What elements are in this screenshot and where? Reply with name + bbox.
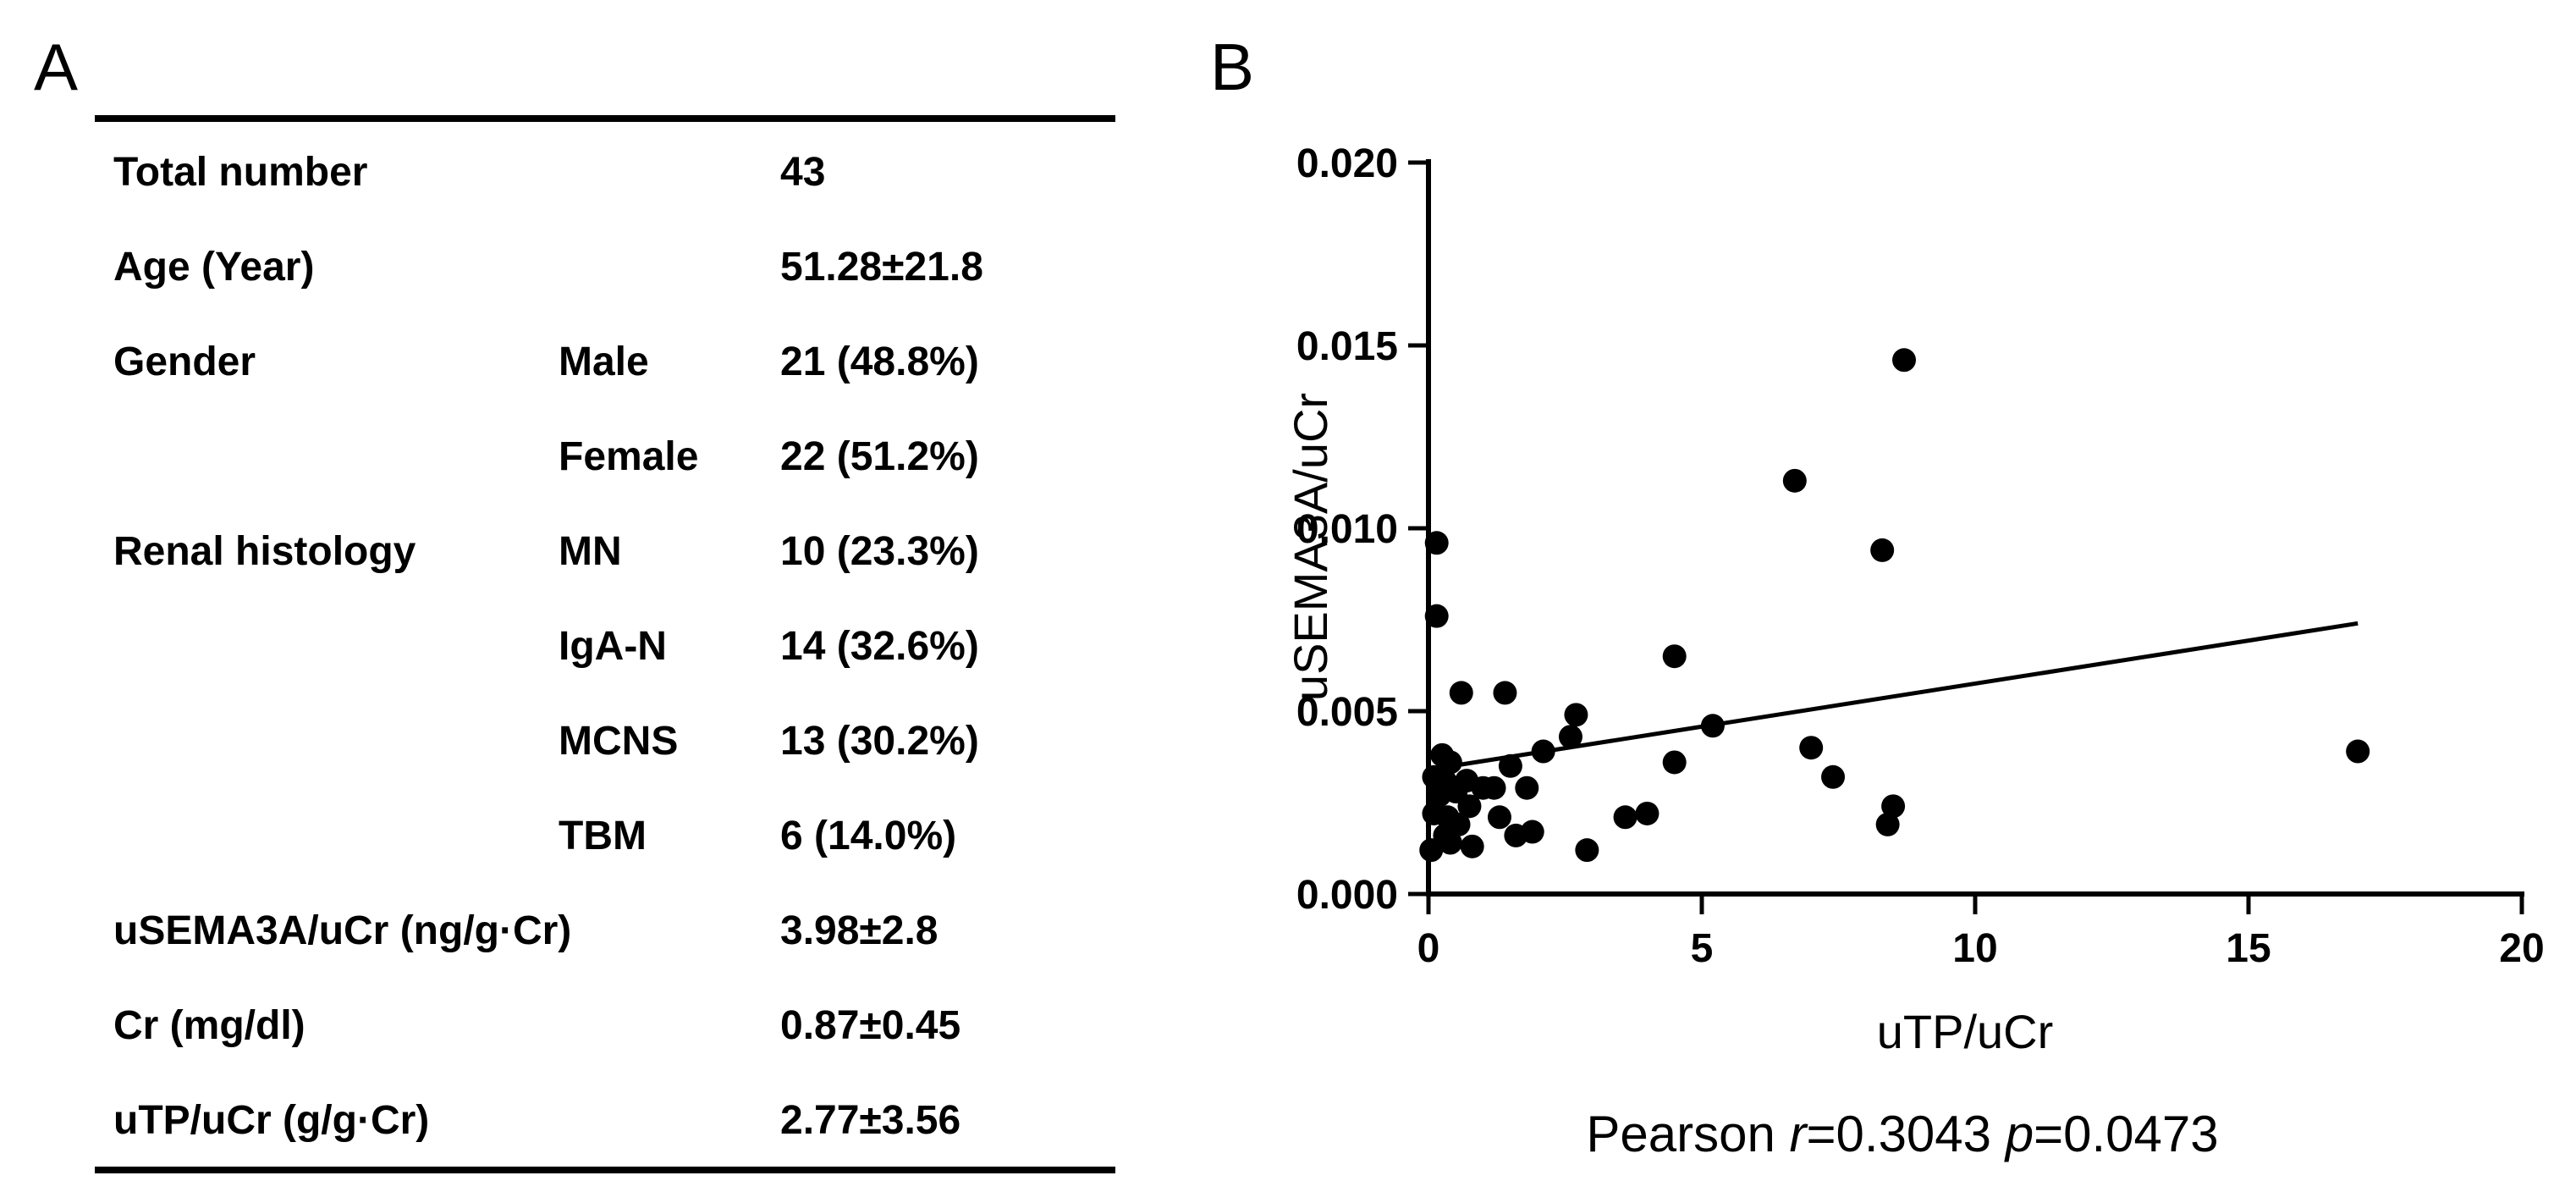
row-label: Gender bbox=[113, 339, 256, 384]
regression-line-group bbox=[1428, 621, 2359, 772]
data-point bbox=[1493, 681, 1517, 705]
x-tick-label: 10 bbox=[1952, 926, 1997, 971]
data-point bbox=[1782, 468, 1807, 493]
y-tick-label: 0.000 bbox=[1296, 873, 1398, 918]
data-point bbox=[1635, 801, 1660, 825]
data-point bbox=[1870, 538, 1895, 562]
data-point bbox=[1424, 604, 1449, 628]
row-value: 2.77±3.56 bbox=[780, 1098, 961, 1143]
row-label: uTP/uCr (g/g·Cr) bbox=[113, 1098, 430, 1143]
row-value: 0.87±0.45 bbox=[780, 1003, 961, 1048]
table-top-rule bbox=[95, 115, 1115, 122]
row-value: 43 bbox=[780, 150, 826, 195]
row-label: uSEMA3A/uCr (ng/g·Cr) bbox=[113, 908, 572, 953]
chart-axes: 0.000 0.005 0.010 0.015 0.020 0 5 10 15 20 bbox=[1296, 141, 2545, 971]
data-point bbox=[1498, 753, 1522, 778]
data-point bbox=[1881, 794, 1906, 819]
row-sublabel: IgA-N bbox=[559, 624, 667, 669]
x-tick-label: 5 bbox=[1691, 926, 1714, 971]
row-sublabel: Female bbox=[559, 434, 699, 479]
stats-prefix: Pearson bbox=[1586, 1106, 1789, 1162]
data-points bbox=[1419, 348, 2370, 863]
y-tick-label: 0.015 bbox=[1296, 324, 1398, 369]
row-value: 21 (48.8%) bbox=[780, 339, 979, 384]
row-label: Renal histology bbox=[113, 529, 416, 574]
data-point bbox=[1575, 838, 1599, 863]
data-point bbox=[1424, 531, 1449, 555]
data-point bbox=[1821, 764, 1846, 789]
y-axis-label: uSEMA3A/uCr bbox=[1284, 393, 1337, 701]
row-sublabel: MN bbox=[559, 529, 622, 574]
panel-b-label: B bbox=[1210, 30, 1255, 104]
stats-p-value: =0.0473 bbox=[2034, 1106, 2219, 1162]
row-value: 10 (23.3%) bbox=[780, 529, 979, 574]
data-point bbox=[1799, 736, 1824, 760]
data-point bbox=[1460, 834, 1484, 858]
table-bottom-rule bbox=[95, 1167, 1115, 1173]
row-label: Total number bbox=[113, 150, 368, 195]
data-point bbox=[1487, 805, 1511, 830]
stats-p-symbol: p bbox=[2004, 1106, 2034, 1162]
data-point bbox=[1613, 805, 1638, 830]
data-point bbox=[1875, 812, 1900, 836]
data-point bbox=[1564, 703, 1588, 727]
data-point bbox=[1558, 725, 1582, 749]
x-tick-label: 20 bbox=[2499, 926, 2544, 971]
row-label: Cr (mg/dl) bbox=[113, 1003, 305, 1048]
data-point bbox=[1662, 644, 1687, 669]
data-point bbox=[1457, 794, 1482, 819]
y-tick-label: 0.020 bbox=[1296, 141, 1398, 186]
data-point bbox=[1892, 348, 1917, 372]
data-point bbox=[1482, 775, 1506, 800]
y-tick-label: 0.010 bbox=[1296, 507, 1398, 552]
row-value: 3.98±2.8 bbox=[780, 908, 938, 953]
data-point bbox=[1438, 750, 1462, 775]
data-point bbox=[1449, 681, 1473, 705]
data-point bbox=[1515, 775, 1539, 800]
row-value: 51.28±21.8 bbox=[780, 245, 983, 290]
regression-line bbox=[1428, 621, 2359, 772]
stats-r-symbol: r bbox=[1790, 1106, 1808, 1162]
data-point bbox=[2346, 739, 2370, 764]
data-point bbox=[1520, 820, 1544, 844]
stats-r-value: =0.3043 bbox=[1806, 1106, 2005, 1162]
row-sublabel: MCNS bbox=[559, 719, 679, 764]
y-tick-label: 0.005 bbox=[1296, 690, 1398, 735]
row-value: 14 (32.6%) bbox=[780, 624, 979, 669]
x-tick-label: 0 bbox=[1417, 926, 1440, 971]
row-sublabel: TBM bbox=[559, 814, 647, 858]
panel-a-label: A bbox=[34, 30, 79, 104]
pearson-stats: Pearson r=0.3043 p=0.0473 bbox=[1586, 1106, 2218, 1162]
data-point bbox=[1446, 812, 1471, 836]
row-value: 22 (51.2%) bbox=[780, 434, 979, 479]
row-label: Age (Year) bbox=[113, 245, 315, 290]
data-point bbox=[1662, 750, 1687, 775]
data-point bbox=[1438, 831, 1462, 855]
row-value: 6 (14.0%) bbox=[780, 814, 957, 858]
x-axis-label: uTP/uCr bbox=[1877, 1005, 2054, 1058]
x-tick-label: 15 bbox=[2226, 926, 2271, 971]
row-sublabel: Male bbox=[559, 339, 649, 384]
row-value: 13 (30.2%) bbox=[780, 719, 979, 764]
